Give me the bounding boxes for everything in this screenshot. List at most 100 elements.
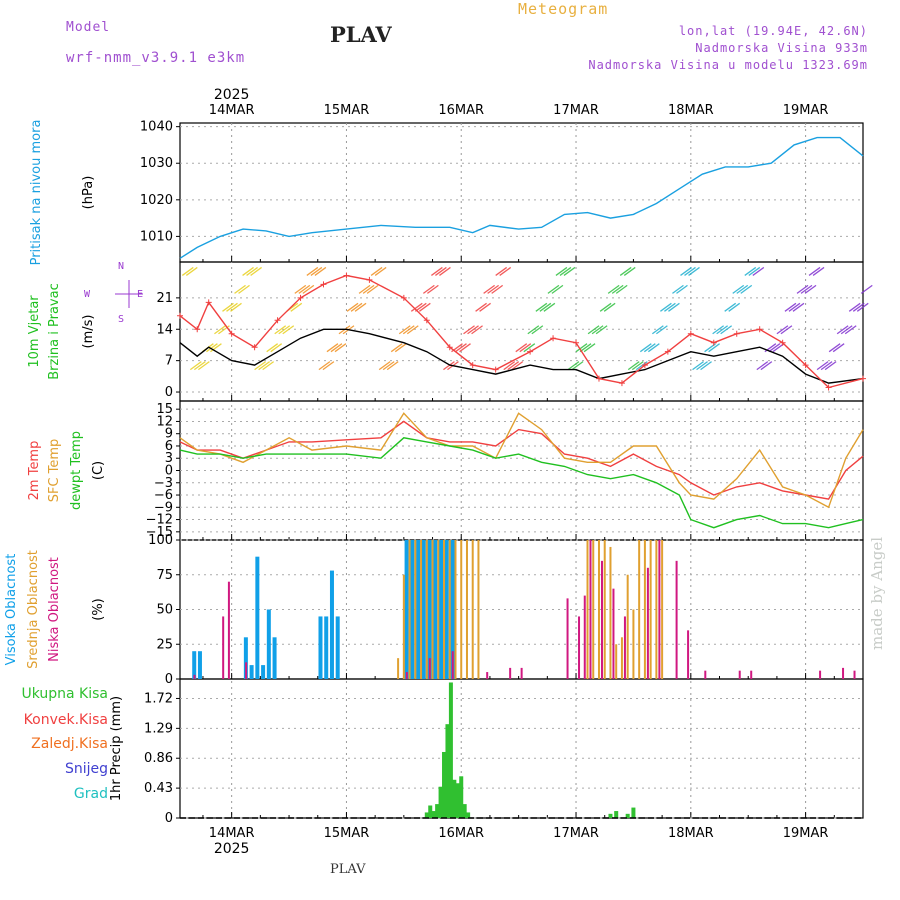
bar-visoka-oblacnost [318,616,323,679]
bar-srednja-oblacnost [592,540,595,679]
wind-arrow [402,325,415,335]
y-tick-label: 21 [156,291,173,306]
wind-arrow [226,302,238,312]
y-tick-label: −3 [154,476,173,491]
bar-visoka-oblacnost [243,637,248,679]
wind-arrow [394,343,407,353]
wind-arrow [370,266,383,276]
y-tick-label: 0 [165,672,173,687]
bar-srednja-oblacnost [454,540,457,679]
gust-marker [469,362,476,369]
bar-niska-oblacnost [612,588,615,679]
wind-arrow [455,343,467,353]
wind-arrow [752,266,765,276]
wind-arrow [852,302,865,312]
bar-srednja-oblacnost [460,540,463,679]
wind-arrow [242,266,254,276]
bar-niska-oblacnost [193,674,196,679]
bar-ukupna-kisa [431,811,436,818]
wind-arrow [439,266,451,276]
wind-arrow [635,361,648,371]
wind-arrow [362,284,375,294]
wind-arrow [848,302,861,312]
wind-arrow [551,284,564,294]
gust-marker [664,348,671,355]
wind-arrow [664,302,676,312]
top-day-label: 16MAR [438,103,484,118]
wind-arrow [736,284,749,294]
wind-arrow [712,325,725,335]
y-axis-label: (C) [91,461,106,480]
wind-arrow [828,343,841,353]
model-altitude-label: Nadmorska Visina u modelu 1323.69m [588,58,868,72]
wind-arrow [426,284,439,294]
gust-marker [205,299,212,306]
bar-niska-oblacnost [658,540,661,679]
wind-arrow [234,284,246,294]
bar-srednja-oblacnost [643,540,646,679]
y-tick-label: −6 [154,488,173,503]
wind-arrow [254,361,266,371]
wind-arrow [696,361,708,371]
wind-arrow [607,284,620,294]
wind-arrow [744,266,757,276]
wind-arrow [647,343,660,353]
wind-arrow [326,343,339,353]
wind-arrow [660,302,672,312]
wind-arrow [776,325,789,335]
y-tick-label: 1.72 [144,691,173,706]
wind-compass [115,280,143,308]
gust-marker [618,380,625,387]
bar-visoka-oblacnost [421,540,426,679]
wind-arrow [824,361,837,371]
y-tick-label: 0 [165,385,173,400]
bar-niska-oblacnost [486,672,489,679]
wind-arrow [688,266,700,276]
wind-arrow [700,361,712,371]
bar-ukupna-kisa [614,811,619,818]
bar-srednja-oblacnost [609,546,612,679]
wind-arrow [788,302,801,312]
wind-arrow [856,302,869,312]
wind-arrow [206,343,218,353]
y-axis-label: Srednja Oblacnost [26,550,41,669]
gust-marker [274,317,281,324]
wind-arrow [278,325,291,335]
gust-marker [400,294,407,301]
bar-niska-oblacnost [687,630,690,679]
wind-arrow [643,343,656,353]
wind-arrow [302,284,315,294]
bar-visoka-oblacnost [404,540,409,679]
wind-arrow [772,343,785,353]
y-axis-label: Brzina i Pravac [47,283,62,380]
bar-ukupna-kisa [625,813,630,818]
y-tick-label: −9 [154,500,173,515]
wind-arrow [575,343,588,353]
bar-visoka-oblacnost [439,540,444,679]
bottom-day-label: 16MAR [438,826,484,841]
wind-arrow [330,343,343,353]
wind-arrow [720,325,733,335]
y-tick-label: 1020 [140,193,173,208]
bar-niska-oblacnost [738,670,741,679]
wind-arrow [547,284,560,294]
wind-arrow [672,284,684,294]
top-day-label: 19MAR [783,103,829,118]
y-axis-label: (hPa) [81,176,96,210]
gust-marker [251,344,258,351]
wind-arrow [298,284,311,294]
y-tick-label: 7 [165,354,173,369]
bottom-day-label: 18MAR [668,826,714,841]
wind-arrow [511,361,524,371]
series-line-brzina [179,328,864,384]
wind-arrow [418,302,431,312]
bar-niska-oblacnost [520,667,523,679]
wind-arrow [197,361,210,371]
wind-arrow [181,266,194,276]
gust-marker [366,276,373,283]
wind-arrow [583,343,596,353]
bar-visoka-oblacnost [444,540,449,679]
bar-visoka-oblacnost [249,665,254,679]
wind-arrow [431,266,443,276]
y-tick-label: −12 [146,513,173,528]
